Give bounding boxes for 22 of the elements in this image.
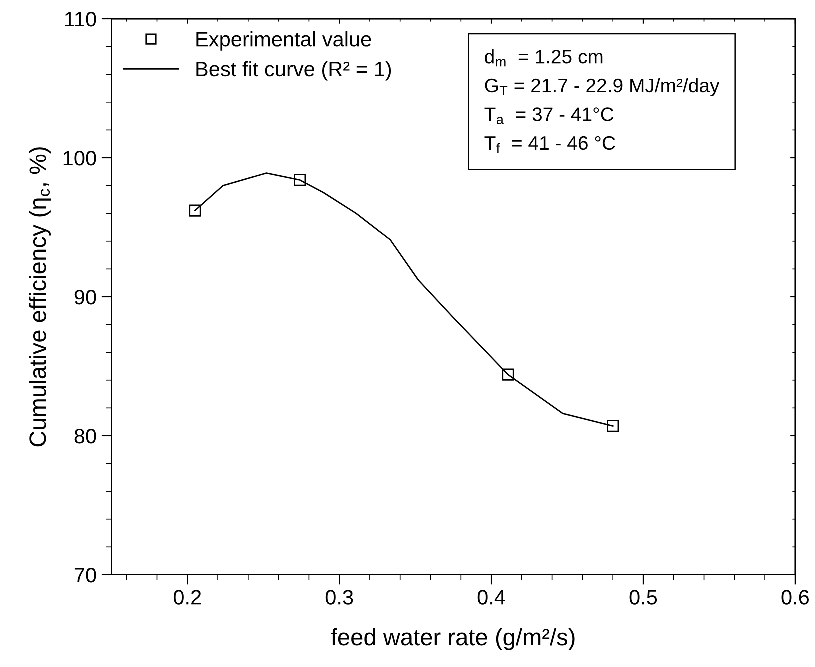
x-tick-label: 0.6 — [782, 590, 810, 605]
x-tick-label: 0.3 — [326, 590, 354, 605]
y-tick-label: 100 — [64, 150, 96, 166]
annotation: T$_{f}$ = 41 - 46 °C — [484, 136, 616, 154]
x-tick-label: 0.2 — [174, 590, 202, 605]
y-axis-title: Cumulative efficiency (η$_{c}$, %) — [29, 148, 52, 447]
y-tick-label: 80 — [74, 428, 96, 444]
x-tick-label: 0.5 — [630, 590, 658, 605]
legend-label: Experimental value — [196, 32, 372, 51]
annotation: T$_{a}$ = 37 - 41°C — [484, 108, 614, 124]
x-axis-title: feed water rate (g/m²/s) — [331, 628, 575, 650]
x-tick-label: 0.4 — [478, 590, 506, 605]
annotation: G$_{T}$ = 21.7 - 22.9 MJ/m²/day — [485, 78, 720, 96]
point — [294, 174, 306, 186]
y-tick-label: 90 — [74, 290, 96, 305]
y-tick-label: 110 — [65, 12, 96, 27]
point — [607, 420, 620, 432]
annotation: d$_{m}$ = 1.25 cm — [485, 49, 603, 67]
point — [502, 368, 514, 381]
point — [189, 204, 202, 217]
legend-label: Best fit curve (R² = 1) — [196, 61, 392, 81]
y-tick-label: 70 — [74, 568, 96, 583]
